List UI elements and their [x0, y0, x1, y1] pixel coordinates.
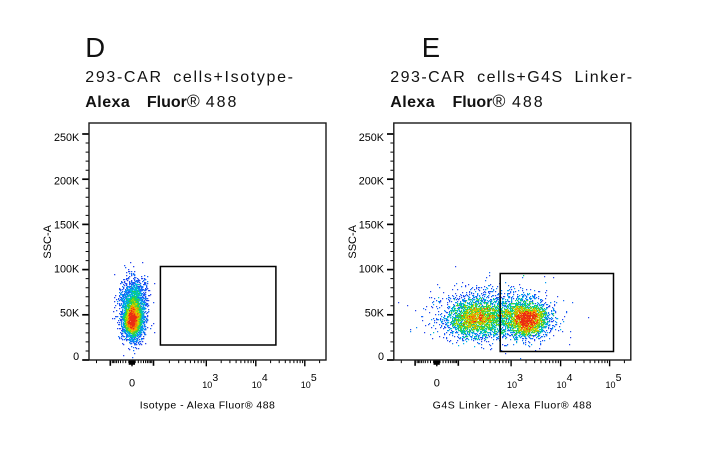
svg-text:3: 3 [517, 372, 523, 384]
svg-text:10: 10 [605, 380, 615, 390]
svg-text:50K: 50K [365, 307, 385, 319]
svg-text:4: 4 [262, 372, 268, 384]
svg-text:G4S Linker - Alexa Fluor® 488: G4S Linker - Alexa Fluor® 488 [433, 399, 592, 411]
svg-text:150K: 150K [359, 220, 385, 232]
svg-text:0: 0 [378, 351, 384, 363]
svg-text:10: 10 [507, 380, 517, 390]
svg-text:10: 10 [556, 380, 566, 390]
svg-text:Isotype - Alexa Fluor® 488: Isotype - Alexa Fluor® 488 [140, 399, 276, 411]
svg-text:250K: 250K [359, 132, 385, 144]
svg-text:100K: 100K [359, 263, 385, 275]
svg-text:5: 5 [311, 372, 317, 384]
svg-text:0: 0 [129, 378, 135, 390]
svg-text:100K: 100K [54, 263, 80, 275]
svg-text:5: 5 [616, 372, 622, 384]
svg-text:0: 0 [73, 351, 79, 363]
svg-text:10: 10 [252, 380, 262, 390]
svg-text:200K: 200K [359, 176, 385, 188]
svg-text:SSC-A: SSC-A [42, 224, 54, 258]
svg-text:250K: 250K [54, 132, 80, 144]
svg-text:3: 3 [212, 372, 218, 384]
svg-text:50K: 50K [60, 307, 80, 319]
svg-text:150K: 150K [54, 220, 80, 232]
svg-text:200K: 200K [54, 176, 80, 188]
svg-text:10: 10 [202, 380, 212, 390]
svg-text:10: 10 [301, 380, 311, 390]
svg-text:SSC-A: SSC-A [347, 224, 359, 258]
svg-text:0: 0 [434, 378, 440, 390]
svg-text:4: 4 [567, 372, 573, 384]
